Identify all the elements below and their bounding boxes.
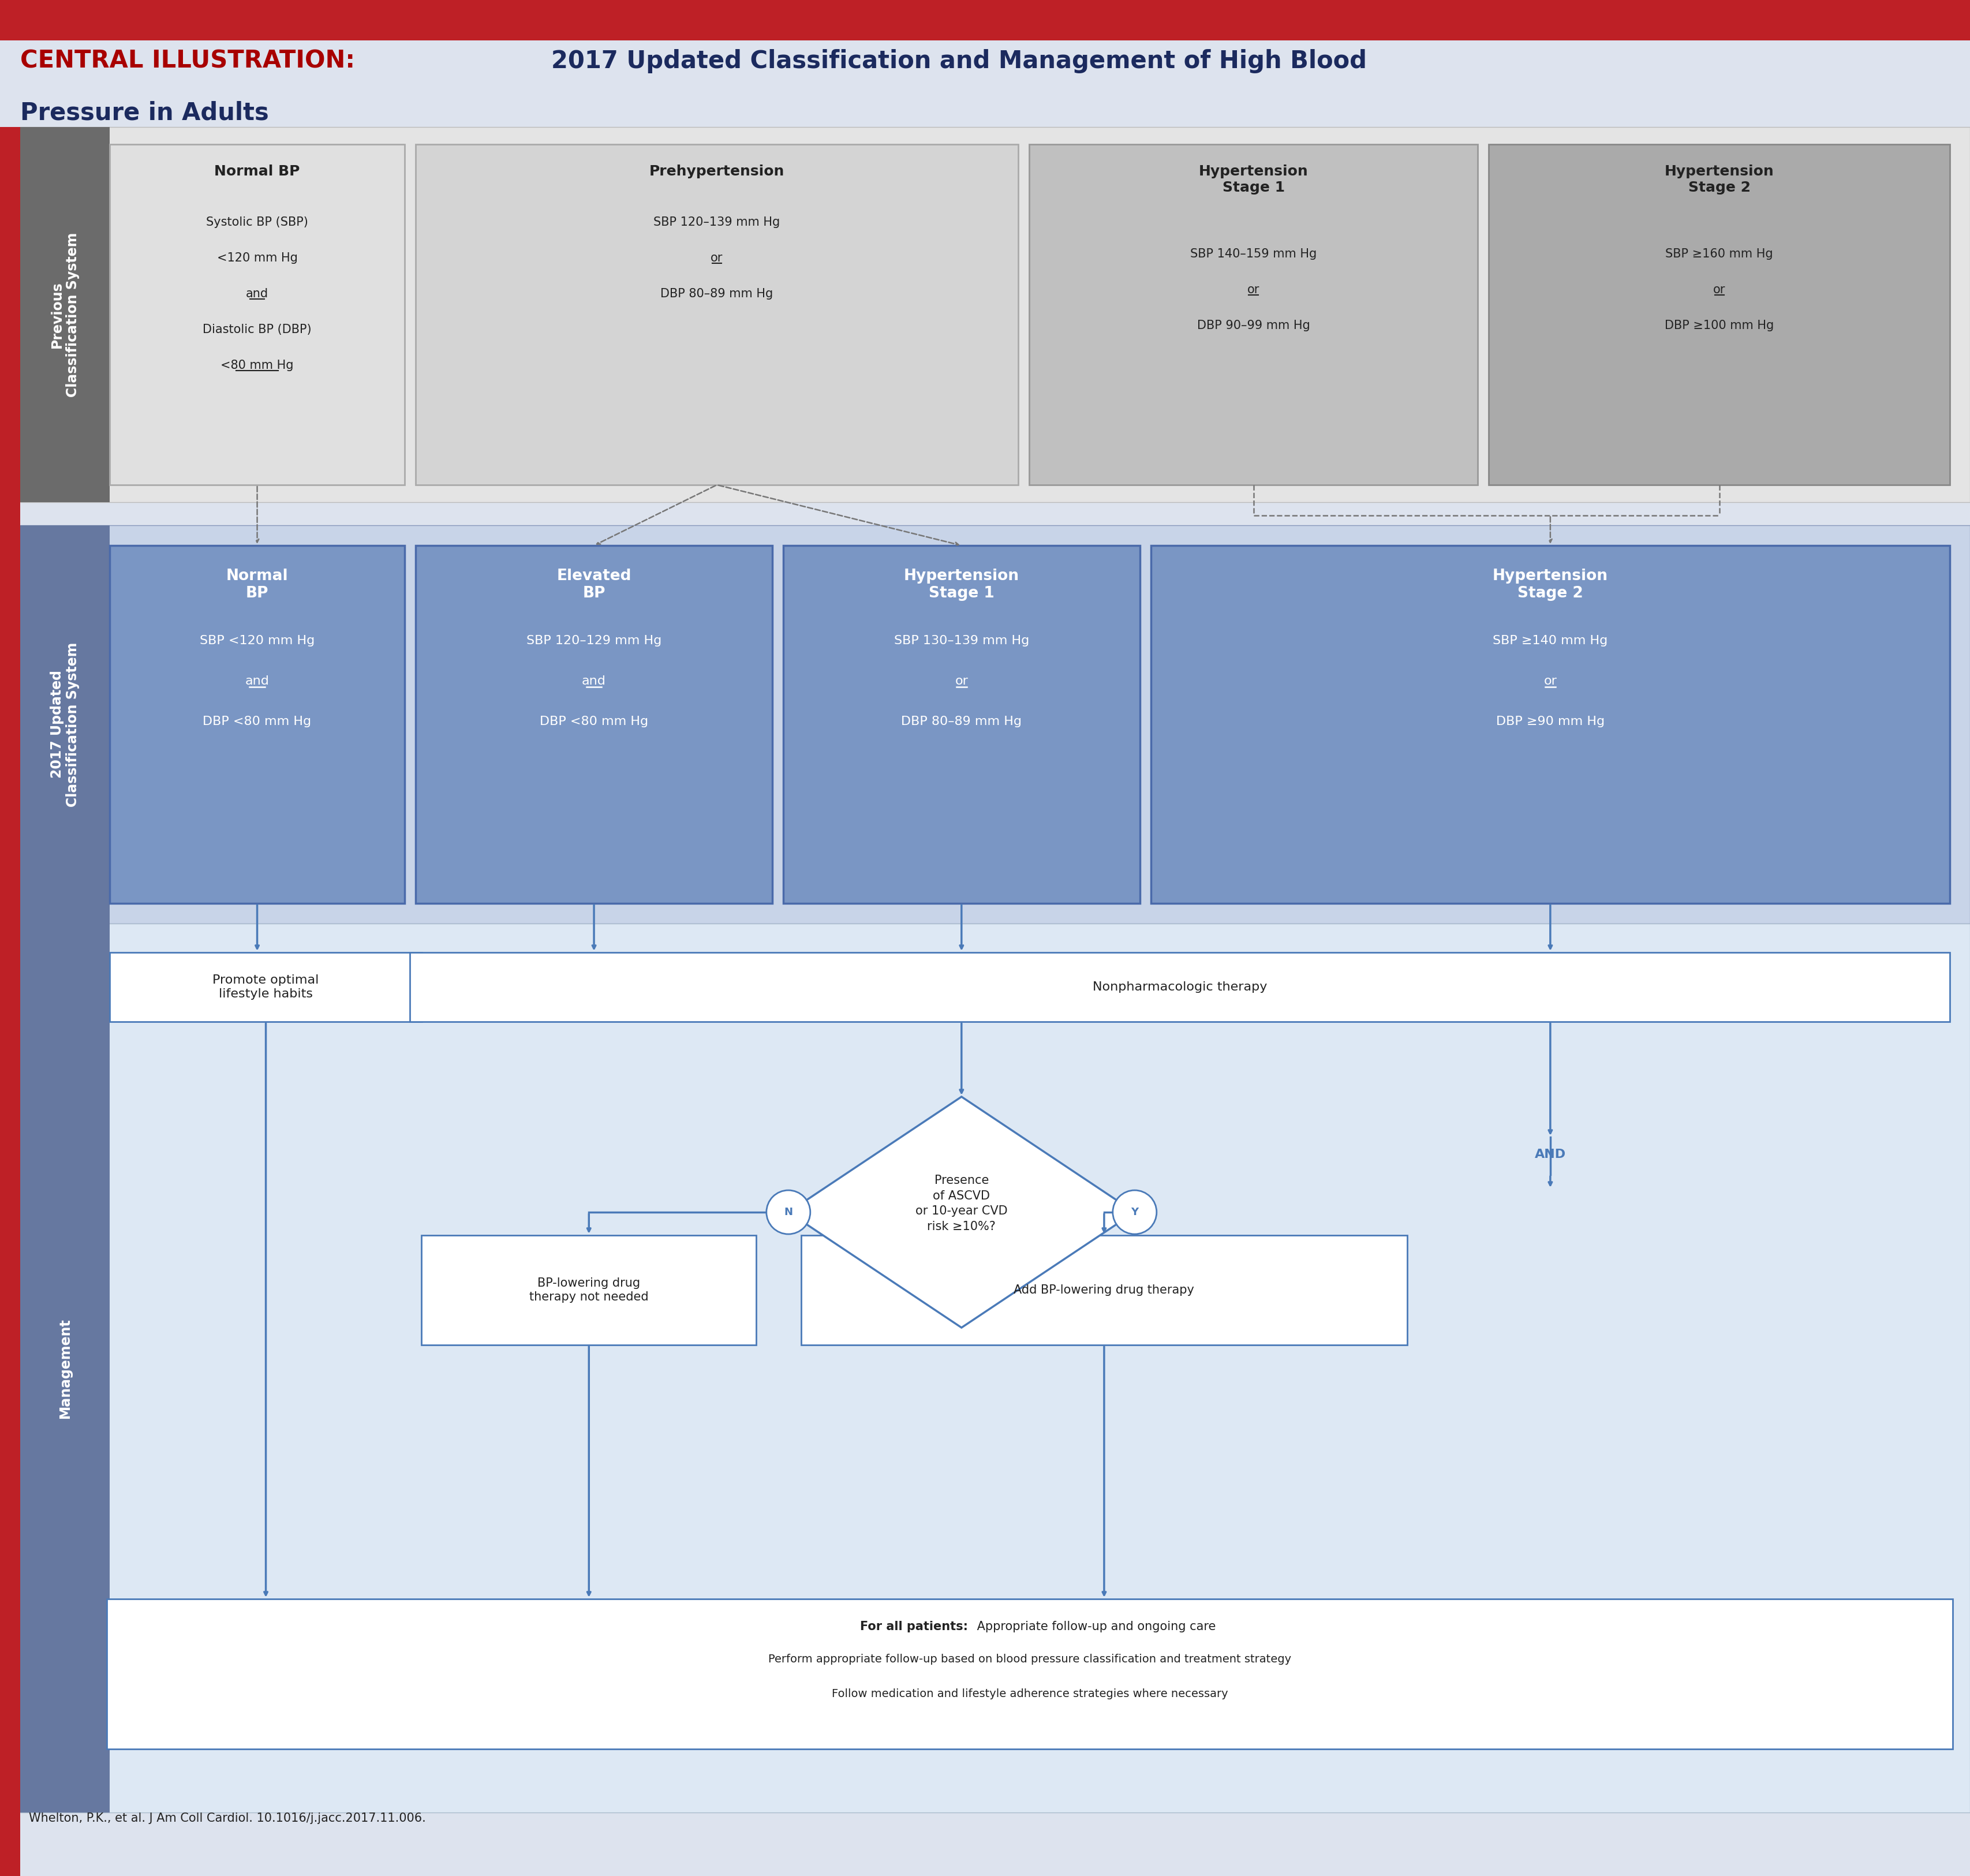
Bar <box>802 1234 1407 1345</box>
Text: 2017 Updated Classification and Management of High Blood: 2017 Updated Classification and Manageme… <box>552 49 1367 73</box>
Bar <box>1028 144 1477 484</box>
Text: or: or <box>1714 283 1726 296</box>
Text: DBP ≥90 mm Hg: DBP ≥90 mm Hg <box>1495 717 1606 728</box>
Text: SBP 130–139 mm Hg: SBP 130–139 mm Hg <box>894 634 1028 647</box>
Text: SBP 120–129 mm Hg: SBP 120–129 mm Hg <box>526 634 662 647</box>
Text: Follow medication and lifestyle adherence strategies where necessary: Follow medication and lifestyle adherenc… <box>831 1688 1227 1700</box>
Bar <box>20 923 1970 1812</box>
Text: Whelton, P.K., et al. J Am Coll Cardiol. 10.1016/j.jacc.2017.11.006.: Whelton, P.K., et al. J Am Coll Cardiol.… <box>30 1812 426 1823</box>
Text: Diastolic BP (DBP): Diastolic BP (DBP) <box>203 325 311 336</box>
Bar <box>110 144 404 484</box>
Text: Nonpharmacologic therapy: Nonpharmacologic therapy <box>1093 981 1267 992</box>
Bar <box>110 953 422 1022</box>
Text: DBP <80 mm Hg: DBP <80 mm Hg <box>203 717 311 728</box>
Text: or: or <box>711 251 723 265</box>
Bar <box>20 525 110 923</box>
Text: and: and <box>246 289 268 300</box>
Bar <box>110 546 404 904</box>
Polygon shape <box>788 1097 1135 1328</box>
Bar <box>410 953 1950 1022</box>
Bar <box>416 546 772 904</box>
Text: Appropriate follow-up and ongoing care: Appropriate follow-up and ongoing care <box>973 1621 1215 1632</box>
Text: Hypertension
Stage 2: Hypertension Stage 2 <box>1493 568 1608 600</box>
Text: Presence
of ASCVD
or 10-year CVD
risk ≥10%?: Presence of ASCVD or 10-year CVD risk ≥1… <box>916 1174 1007 1233</box>
Bar <box>20 128 1970 503</box>
Text: or: or <box>1247 283 1259 296</box>
Text: DBP ≥100 mm Hg: DBP ≥100 mm Hg <box>1665 319 1773 332</box>
Text: or: or <box>1544 675 1556 687</box>
Bar <box>1150 546 1950 904</box>
Text: DBP 90–99 mm Hg: DBP 90–99 mm Hg <box>1198 319 1310 332</box>
Text: Normal
BP: Normal BP <box>227 568 288 600</box>
Text: and: and <box>581 675 607 687</box>
Bar <box>106 1598 1952 1748</box>
Text: Y: Y <box>1131 1206 1139 1218</box>
Text: SBP <120 mm Hg: SBP <120 mm Hg <box>199 634 315 647</box>
Bar <box>0 41 1970 128</box>
Text: SBP ≥160 mm Hg: SBP ≥160 mm Hg <box>1665 248 1773 259</box>
Text: Normal BP: Normal BP <box>215 165 299 178</box>
Bar <box>422 1234 756 1345</box>
Text: Promote optimal
lifestyle habits: Promote optimal lifestyle habits <box>213 976 319 1000</box>
Text: or: or <box>955 675 967 687</box>
Text: Elevated
BP: Elevated BP <box>558 568 630 600</box>
Text: Perform appropriate follow-up based on blood pressure classification and treatme: Perform appropriate follow-up based on b… <box>768 1655 1290 1664</box>
Text: Hypertension
Stage 2: Hypertension Stage 2 <box>1665 165 1775 195</box>
Text: DBP 80–89 mm Hg: DBP 80–89 mm Hg <box>900 717 1022 728</box>
Bar <box>784 546 1141 904</box>
Text: For all patients:: For all patients: <box>861 1621 967 1632</box>
Bar <box>1489 144 1950 484</box>
Text: CENTRAL ILLUSTRATION:: CENTRAL ILLUSTRATION: <box>20 49 362 73</box>
Circle shape <box>766 1189 810 1234</box>
Text: N: N <box>784 1206 792 1218</box>
Text: Management: Management <box>57 1317 71 1418</box>
Text: Add BP-lowering drug therapy: Add BP-lowering drug therapy <box>1015 1285 1194 1296</box>
Bar <box>20 525 1970 923</box>
Text: DBP <80 mm Hg: DBP <80 mm Hg <box>540 717 648 728</box>
Circle shape <box>1113 1189 1156 1234</box>
Bar <box>416 144 1018 484</box>
Text: Hypertension
Stage 1: Hypertension Stage 1 <box>904 568 1018 600</box>
Bar <box>0 128 20 1876</box>
Text: SBP 120–139 mm Hg: SBP 120–139 mm Hg <box>654 216 780 229</box>
Bar <box>0 0 1970 41</box>
Text: 2017 Updated
Classification System: 2017 Updated Classification System <box>49 642 81 807</box>
Text: <120 mm Hg: <120 mm Hg <box>217 251 297 265</box>
Text: Previous
Classification System: Previous Classification System <box>49 233 81 398</box>
Text: Hypertension
Stage 1: Hypertension Stage 1 <box>1198 165 1308 195</box>
Text: BP-lowering drug
therapy not needed: BP-lowering drug therapy not needed <box>530 1278 648 1302</box>
Text: and: and <box>244 675 270 687</box>
Text: Prehypertension: Prehypertension <box>650 165 784 178</box>
Text: <80 mm Hg: <80 mm Hg <box>221 360 294 371</box>
Text: Systolic BP (SBP): Systolic BP (SBP) <box>207 216 307 229</box>
Text: DBP 80–89 mm Hg: DBP 80–89 mm Hg <box>660 289 774 300</box>
Text: SBP 140–159 mm Hg: SBP 140–159 mm Hg <box>1190 248 1316 259</box>
Bar <box>20 128 110 503</box>
Text: Pressure in Adults: Pressure in Adults <box>20 101 268 126</box>
Bar <box>20 923 110 1812</box>
Text: AND: AND <box>1535 1148 1566 1159</box>
Text: SBP ≥140 mm Hg: SBP ≥140 mm Hg <box>1493 634 1608 647</box>
